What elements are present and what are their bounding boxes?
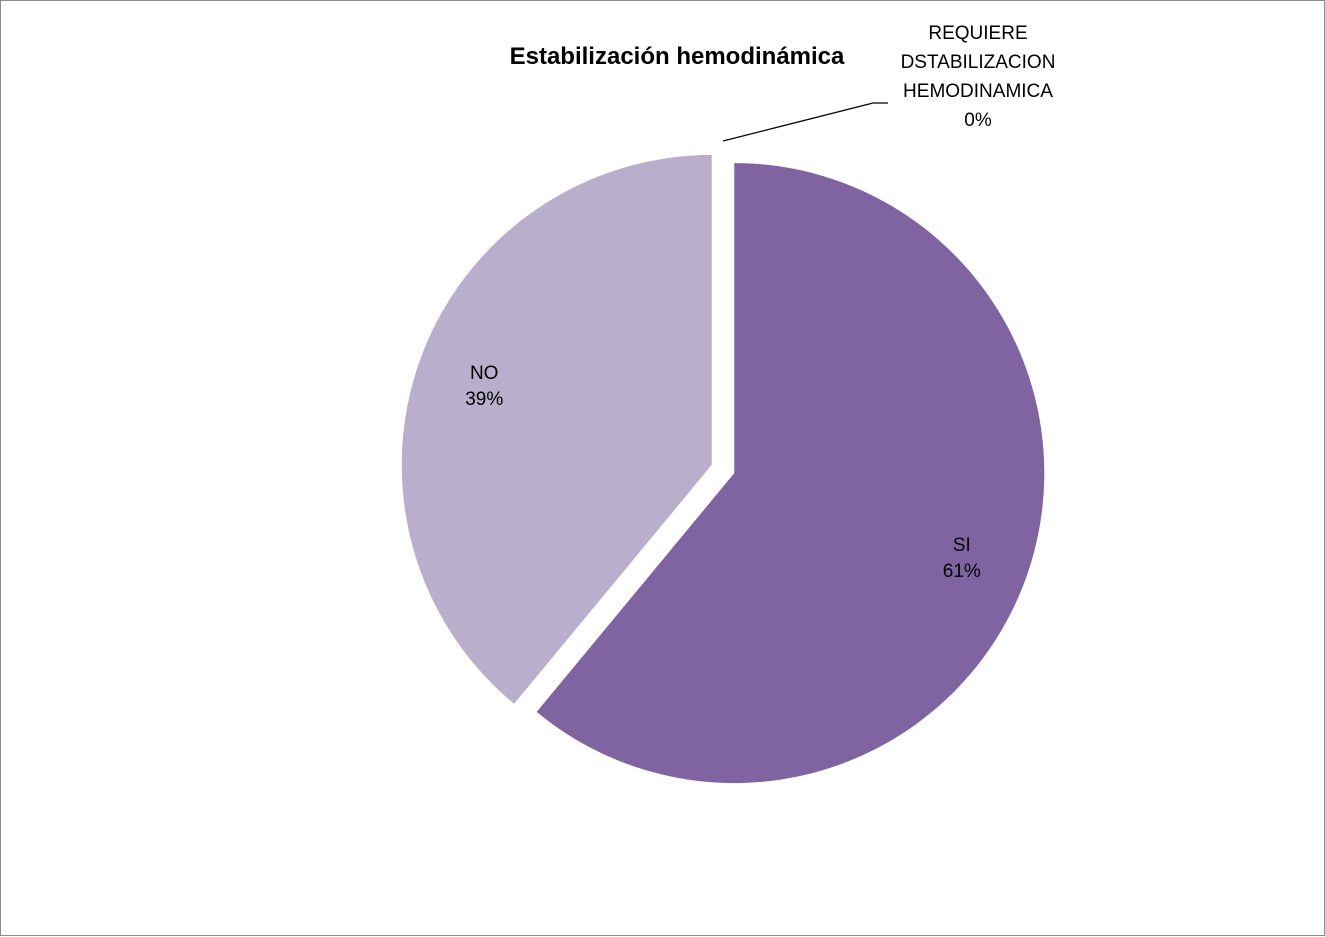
slice-label-si: SI (953, 535, 971, 556)
pie-slice-si (536, 163, 1045, 784)
slice-label-no: NO (470, 363, 499, 384)
zero-slice-label-line: REQUIERE (928, 23, 1027, 44)
zero-slice-value: 0% (964, 110, 992, 131)
slice-value-si: 61% (943, 561, 981, 582)
pie-labels: SI 61% NO 39% REQUIERE DSTABILIZACION HEMODINA… (465, 23, 1055, 582)
zero-slice-label-line: DSTABILIZACION (901, 52, 1056, 73)
slice-value-no: 39% (465, 389, 503, 410)
leader-line (722, 102, 888, 142)
pie-slice-no (401, 154, 712, 704)
pie-slices (401, 154, 1045, 784)
chart-title: Estabilización hemodinámica (510, 43, 845, 70)
zero-slice-label-line: HEMODINAMICA (903, 81, 1053, 102)
